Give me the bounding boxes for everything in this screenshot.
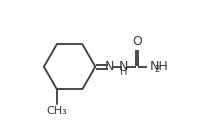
Text: CH₃: CH₃ (46, 106, 67, 116)
Text: NH: NH (149, 60, 168, 73)
Text: N: N (119, 59, 129, 73)
Text: H: H (120, 67, 128, 77)
Text: 2: 2 (154, 65, 159, 74)
Text: N: N (105, 60, 115, 73)
Text: O: O (132, 35, 142, 48)
